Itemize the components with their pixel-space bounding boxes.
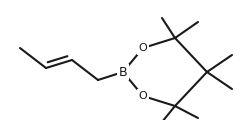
Text: O: O	[139, 43, 147, 53]
Text: O: O	[139, 91, 147, 101]
Text: B: B	[119, 66, 127, 78]
